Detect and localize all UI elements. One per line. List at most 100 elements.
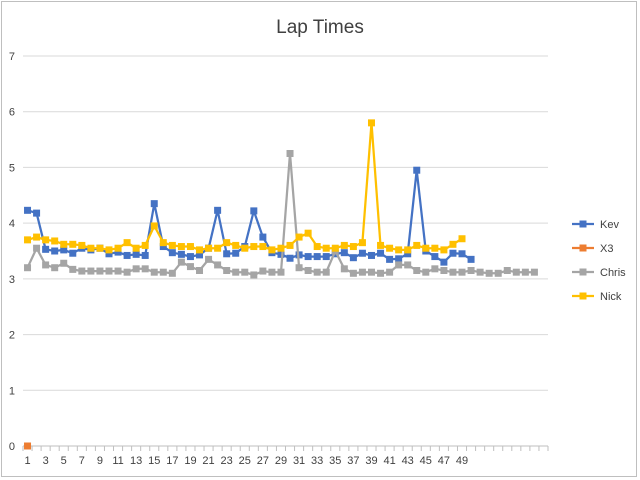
- chris-point: [512, 268, 520, 276]
- chris-point: [205, 255, 213, 263]
- nick-point: [458, 235, 466, 243]
- chris-point: [494, 269, 502, 277]
- kev-point: [377, 249, 385, 257]
- chris-point: [51, 264, 59, 272]
- legend-item-x3: X3: [572, 243, 613, 255]
- nick-point: [51, 237, 59, 245]
- nick-point: [431, 244, 439, 252]
- chris-point: [268, 268, 276, 276]
- kev-point: [259, 233, 267, 241]
- nick-point: [377, 241, 385, 249]
- x-tick-label: 43: [402, 455, 414, 467]
- chris-point: [530, 268, 538, 276]
- chris-point: [78, 267, 86, 275]
- nick-point: [123, 239, 131, 247]
- nick-point: [268, 246, 276, 254]
- chris-point: [214, 261, 222, 269]
- kev-point: [250, 207, 258, 215]
- x-tick-label: 29: [275, 455, 287, 467]
- kev-point: [367, 251, 375, 259]
- x-tick-label: 35: [329, 455, 341, 467]
- kev-point: [313, 253, 321, 261]
- chris-point: [476, 268, 484, 276]
- chris-point: [250, 271, 258, 279]
- x-tick-label: 33: [311, 455, 323, 467]
- kev-point: [232, 249, 240, 257]
- chris-point: [377, 269, 385, 277]
- chris-point: [150, 268, 158, 276]
- chris-point: [196, 267, 204, 274]
- kev-point: [105, 250, 113, 258]
- kev-point: [60, 246, 68, 254]
- kev-point: [277, 250, 285, 258]
- kev-point: [404, 250, 412, 258]
- y-tick-label: 5: [9, 162, 15, 174]
- nick-point: [277, 244, 285, 252]
- series-x3: [24, 442, 32, 450]
- kev-point: [304, 253, 312, 261]
- chris-point: [105, 267, 113, 275]
- legend-label-x3: X3: [600, 243, 613, 255]
- kev-point: [168, 249, 176, 257]
- kev-point: [159, 243, 167, 251]
- x-tick-label: 41: [383, 455, 395, 467]
- kev-point: [69, 249, 77, 257]
- y-tick-label: 2: [9, 330, 15, 342]
- chris-point: [503, 267, 511, 274]
- chris-point: [422, 268, 430, 276]
- x-tick-label: 21: [202, 455, 214, 467]
- y-axis: 0 1 2 3 4 5 6 7: [9, 51, 15, 453]
- x-tick-label: 19: [184, 455, 196, 467]
- nick-point: [60, 240, 68, 248]
- kev-point: [196, 251, 204, 259]
- nick-point: [313, 243, 321, 251]
- nick-point: [33, 233, 41, 241]
- nick-point: [141, 241, 149, 249]
- chris-point: [449, 268, 457, 276]
- chart-title: Lap Times: [276, 17, 364, 38]
- chris-point: [286, 150, 294, 157]
- series-nick: [24, 119, 466, 254]
- chris-point: [96, 267, 104, 275]
- x-tick-label: 23: [221, 455, 233, 467]
- chris-point: [313, 268, 321, 276]
- nick-point: [168, 241, 176, 249]
- nick-point: [132, 244, 140, 252]
- chris-point: [404, 261, 412, 269]
- kev-point: [24, 206, 32, 214]
- y-tick-label: 1: [9, 385, 15, 397]
- nick-point: [105, 246, 113, 254]
- nick-point: [304, 229, 312, 237]
- x-tick-label: 45: [420, 455, 432, 467]
- chris-point: [440, 267, 448, 274]
- x3-point: [24, 442, 32, 450]
- legend-label-chris: Chris: [600, 267, 626, 279]
- legend-item-chris: Chris: [572, 267, 626, 279]
- chris-point: [367, 268, 375, 276]
- nick-point: [250, 243, 258, 251]
- nick-point: [440, 246, 448, 254]
- kev-point: [51, 247, 59, 255]
- nick-point: [259, 243, 267, 251]
- y-tick-label: 7: [9, 51, 15, 63]
- nick-point: [322, 244, 330, 252]
- chris-point: [340, 265, 348, 273]
- chris-point: [168, 269, 176, 277]
- chris-point: [33, 244, 41, 252]
- chris-point: [42, 261, 50, 269]
- chris-point: [467, 267, 475, 274]
- kev-point: [132, 250, 140, 258]
- x-tick-label: 27: [257, 455, 269, 467]
- nick-point: [340, 241, 348, 249]
- kev-point: [340, 249, 348, 257]
- kev-point: [114, 248, 122, 256]
- x-tick-label: 17: [166, 455, 178, 467]
- y-tick-label: 4: [9, 218, 15, 230]
- kev-point: [349, 254, 357, 262]
- chris-point: [141, 265, 149, 273]
- kev-point: [123, 251, 131, 259]
- nick-point: [223, 239, 231, 247]
- legend-label-kev: Kev: [600, 219, 619, 231]
- nick-point: [96, 244, 104, 252]
